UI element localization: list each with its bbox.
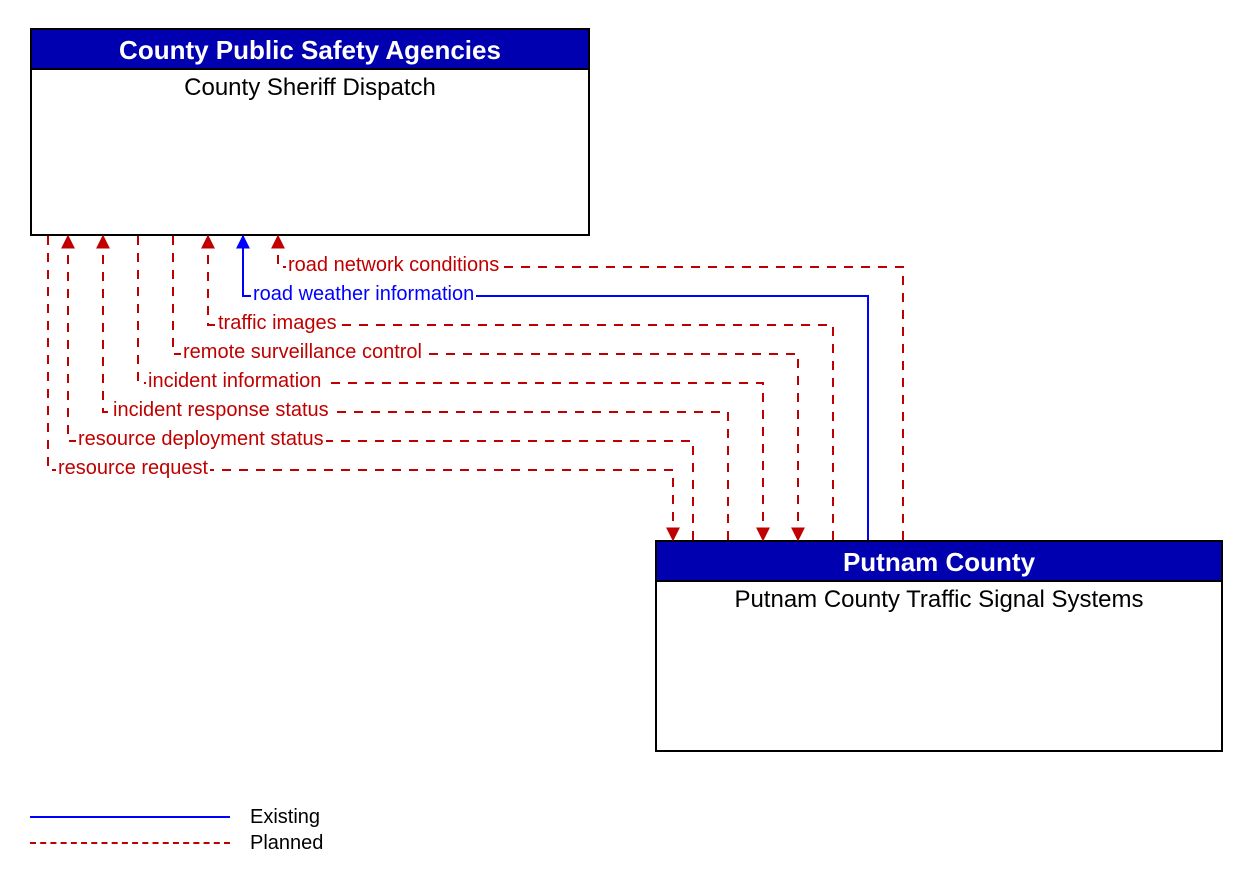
legend: Existing Planned xyxy=(30,804,323,856)
flow-label: resource deployment status xyxy=(76,428,326,451)
flow-label: road weather information xyxy=(251,283,476,306)
legend-row-planned: Planned xyxy=(30,830,323,856)
entity-body: County Sheriff Dispatch xyxy=(32,70,588,106)
legend-row-existing: Existing xyxy=(30,804,323,830)
flow-label: traffic images xyxy=(216,312,339,335)
legend-line-planned xyxy=(30,842,230,844)
entity-box-putnam-county: Putnam County Putnam County Traffic Sign… xyxy=(655,540,1223,752)
flow-label: road network conditions xyxy=(286,254,501,277)
flow-connector xyxy=(278,236,903,540)
flow-label: remote surveillance control xyxy=(181,341,424,364)
entity-body: Putnam County Traffic Signal Systems xyxy=(657,582,1221,618)
flow-connector xyxy=(243,236,868,540)
flow-label: incident response status xyxy=(111,399,331,422)
entity-header: County Public Safety Agencies xyxy=(32,30,588,70)
legend-line-existing xyxy=(30,816,230,818)
flow-label: resource request xyxy=(56,457,210,480)
entity-header: Putnam County xyxy=(657,542,1221,582)
entity-box-county-public-safety: County Public Safety Agencies County She… xyxy=(30,28,590,236)
flow-connector xyxy=(48,236,673,540)
flow-label: incident information xyxy=(146,370,323,393)
legend-label: Planned xyxy=(250,832,323,855)
legend-label: Existing xyxy=(250,806,320,829)
